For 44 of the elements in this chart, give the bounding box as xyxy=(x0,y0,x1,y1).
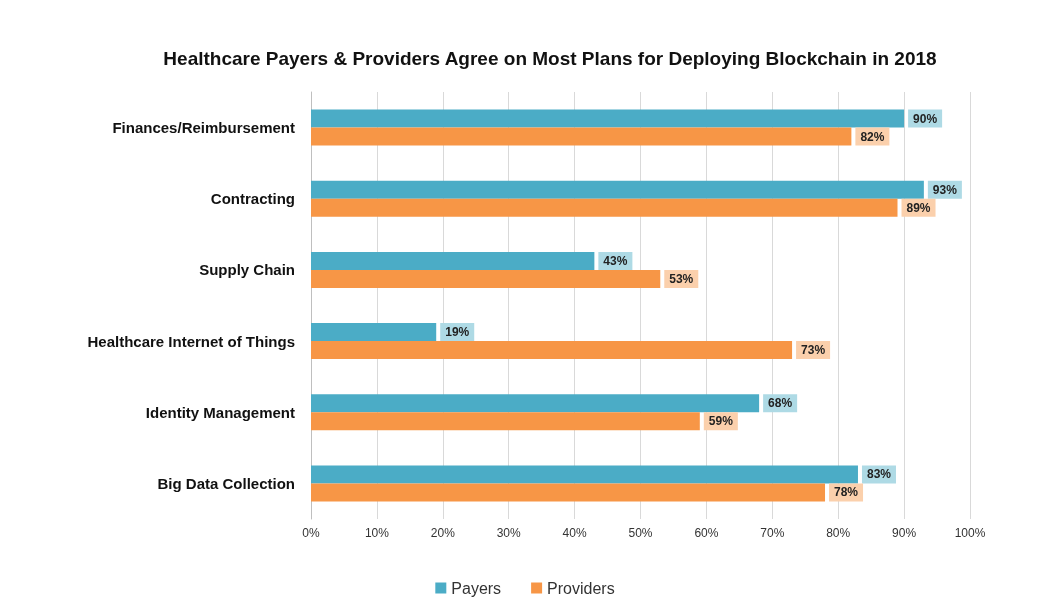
data-label: 43% xyxy=(603,253,628,268)
x-tick-label: 20% xyxy=(430,526,456,540)
data-label: 82% xyxy=(860,129,885,144)
y-tick-label: Supply Chain xyxy=(199,261,295,279)
bar xyxy=(311,465,858,484)
data-label: 73% xyxy=(801,343,826,358)
bar xyxy=(311,198,898,217)
bar xyxy=(311,412,700,431)
chart-title: Healthcare Payers & Providers Agree on Most Plans for Deploying Blockchain in 2018 xyxy=(163,48,937,69)
x-tick-label: 40% xyxy=(562,526,587,540)
data-label: 59% xyxy=(708,414,734,429)
y-tick-label: Finances/Reimbursement xyxy=(112,119,295,137)
bar xyxy=(311,269,661,288)
data-label: 93% xyxy=(932,182,958,197)
x-tick-label: 60% xyxy=(694,526,719,540)
x-tick-label: 90% xyxy=(892,526,917,540)
x-tick-label: 70% xyxy=(760,526,785,540)
y-tick-label: Identity Management xyxy=(145,403,295,421)
bar xyxy=(311,341,793,360)
data-label: 68% xyxy=(768,396,793,411)
x-tick-label: 0% xyxy=(302,526,320,540)
x-tick-label: 50% xyxy=(628,526,653,540)
y-tick-label: Big Data Collection xyxy=(157,474,295,492)
bar xyxy=(311,483,826,502)
bar xyxy=(311,394,760,413)
legend-label: Payers xyxy=(451,579,502,597)
data-label: 90% xyxy=(913,111,938,126)
bar xyxy=(311,180,924,199)
x-tick-label: 80% xyxy=(826,526,851,540)
bar xyxy=(311,323,437,342)
x-tick-label: 30% xyxy=(496,526,522,540)
data-label: 53% xyxy=(669,271,694,286)
bar xyxy=(311,109,905,128)
legend-label: Providers xyxy=(547,579,615,597)
data-label: 78% xyxy=(834,485,859,500)
data-label: 19% xyxy=(445,325,470,340)
bar xyxy=(311,127,852,146)
y-tick-label: Contracting xyxy=(210,190,295,208)
data-label: 89% xyxy=(906,200,931,215)
data-label: 83% xyxy=(866,467,892,482)
y-tick-label: Healthcare Internet of Things xyxy=(87,332,295,350)
x-tick-label: 100% xyxy=(954,526,986,540)
bar xyxy=(311,251,595,270)
x-tick-label: 10% xyxy=(364,526,390,540)
